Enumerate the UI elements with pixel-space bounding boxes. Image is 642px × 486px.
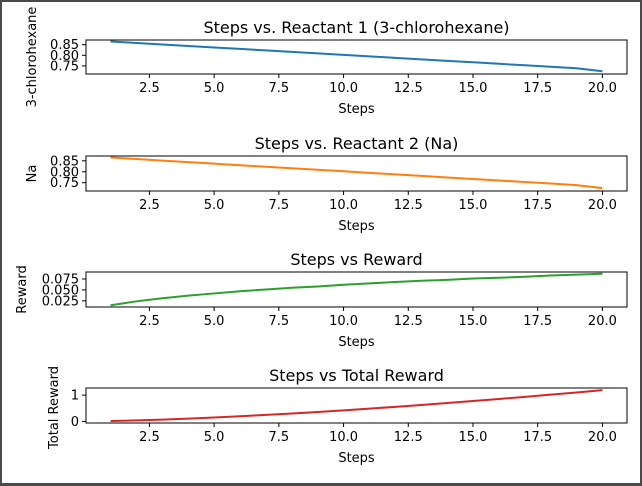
x-tick-label: 12.5 xyxy=(394,198,423,213)
y-tick-label: 0.75 xyxy=(50,176,79,191)
x-tick-label: 17.5 xyxy=(523,81,552,96)
chart-title: Steps vs. Reactant 2 (Na) xyxy=(255,134,459,153)
plot-frame xyxy=(85,387,628,424)
x-axis-label: Steps xyxy=(338,335,375,350)
x-tick-label: 7.5 xyxy=(269,81,290,96)
y-axis-label: Reward xyxy=(15,265,30,313)
x-tick-label: 12.5 xyxy=(394,81,423,96)
chart-title: Steps vs Reward xyxy=(290,250,422,269)
y-tick-label: 0.075 xyxy=(42,273,79,288)
subplot-3: Steps vs Reward 2.5 5.0 7.5 10.0 12.5 15.0 17.5… xyxy=(15,250,628,350)
subplot-4: Steps vs Total Reward 2.5 5.0 7.5 10.0 12.5 15… xyxy=(47,366,628,466)
x-tick-label: 2.5 xyxy=(139,198,160,213)
plot-frame xyxy=(85,39,628,75)
series-line xyxy=(110,156,603,190)
y-tick-label: 0.80 xyxy=(50,165,79,180)
chart-title: Steps vs. Reactant 1 (3-chlorohexane) xyxy=(203,18,509,37)
x-tick-label: 10.0 xyxy=(329,430,358,445)
x-tick-label: 17.5 xyxy=(523,198,552,213)
x-tick-label: 7.5 xyxy=(269,198,290,213)
series-line xyxy=(110,40,603,73)
x-tick-label: 12.5 xyxy=(394,314,423,329)
x-tick-label: 7.5 xyxy=(269,430,290,445)
x-tick-label: 5.0 xyxy=(204,430,225,445)
series-line xyxy=(110,272,603,307)
y-axis-label: 3-chlorohexane xyxy=(25,7,40,108)
y-tick-label: 0.80 xyxy=(50,49,79,64)
x-tick-label: 20.0 xyxy=(588,198,617,213)
x-tick-label: 2.5 xyxy=(139,314,160,329)
x-tick-label: 2.5 xyxy=(139,81,160,96)
y-tick-label: 0.025 xyxy=(42,294,79,309)
subplot-2: Steps vs. Reactant 2 (Na) 2.5 5.0 7.5 10.0 12… xyxy=(25,134,628,234)
plot-frame xyxy=(85,271,628,308)
x-tick-label: 2.5 xyxy=(139,430,160,445)
x-axis-label: Steps xyxy=(338,219,375,234)
y-tick-label: 1 xyxy=(71,389,79,404)
x-tick-label: 15.0 xyxy=(459,314,488,329)
x-tick-label: 7.5 xyxy=(269,314,290,329)
x-tick-label: 5.0 xyxy=(204,81,225,96)
y-tick-label: 0.050 xyxy=(42,283,79,298)
x-tick-label: 15.0 xyxy=(459,198,488,213)
x-tick-label: 15.0 xyxy=(459,430,488,445)
x-tick-label: 10.0 xyxy=(329,314,358,329)
y-axis-label: Na xyxy=(25,165,40,183)
x-tick-label: 17.5 xyxy=(523,314,552,329)
x-tick-label: 20.0 xyxy=(588,430,617,445)
x-tick-label: 20.0 xyxy=(588,314,617,329)
x-tick-label: 12.5 xyxy=(394,430,423,445)
y-tick-label: 0.85 xyxy=(50,38,79,53)
chart-title: Steps vs Total Reward xyxy=(269,366,444,385)
x-tick-label: 5.0 xyxy=(204,314,225,329)
y-tick-label: 0 xyxy=(71,415,79,430)
plot-frame xyxy=(85,155,628,192)
x-tick-label: 5.0 xyxy=(204,198,225,213)
y-axis-label: Total Reward xyxy=(47,366,62,450)
x-tick-label: 17.5 xyxy=(523,430,552,445)
x-tick-label: 20.0 xyxy=(588,81,617,96)
x-tick-label: 15.0 xyxy=(459,81,488,96)
y-tick-label: 0.85 xyxy=(50,154,79,169)
subplot-1: Steps vs. Reactant 1 (3-chlorohexane) 2.5… xyxy=(25,7,628,117)
x-axis-label: Steps xyxy=(338,451,375,466)
x-axis-label: Steps xyxy=(338,102,375,117)
x-tick-label: 10.0 xyxy=(329,198,358,213)
y-tick-label: 0.75 xyxy=(50,59,79,74)
series-line xyxy=(110,389,603,423)
x-tick-label: 10.0 xyxy=(329,81,358,96)
